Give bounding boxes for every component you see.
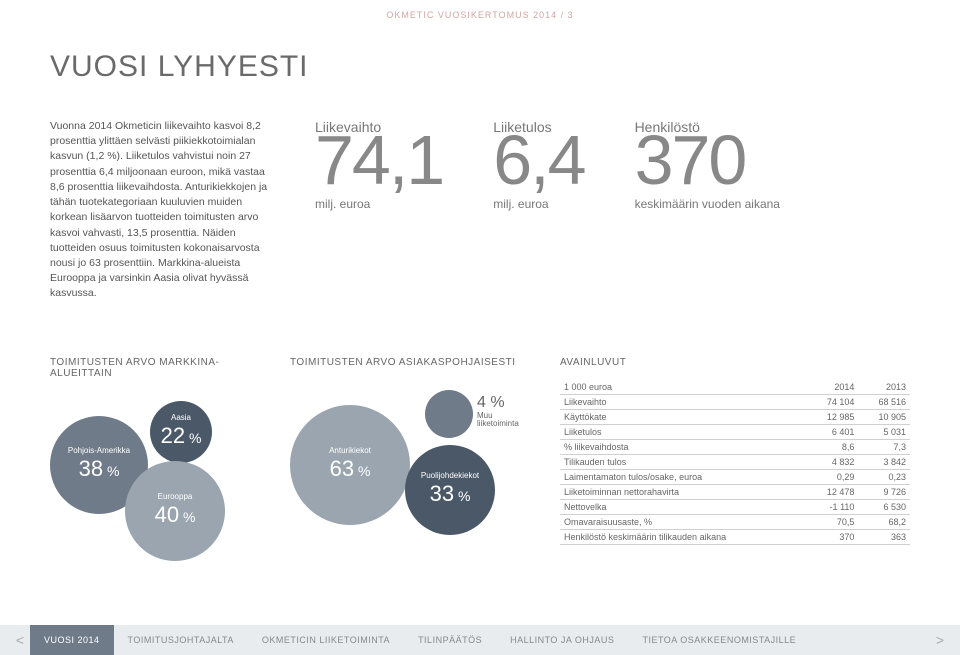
- nav-item[interactable]: TILINPÄÄTÖS: [404, 625, 496, 655]
- bubble-semi: Puolijohdekiekot33 %: [405, 445, 495, 535]
- nav-item[interactable]: HALLINTO JA OHJAUS: [496, 625, 628, 655]
- page-header: OKMETIC VUOSIKERTOMUS 2014 / 3: [0, 0, 960, 20]
- table-cell: 12 985: [807, 409, 859, 424]
- table-cell: 6 530: [858, 499, 910, 514]
- table-cell: 68 516: [858, 394, 910, 409]
- bubble-asia: Aasia22 %: [150, 401, 212, 463]
- nav-item[interactable]: TOIMITUSJOHTAJALTA: [114, 625, 248, 655]
- table-cell: 70,5: [807, 514, 859, 529]
- table-cell: -1 110: [807, 499, 859, 514]
- table-row: Liikevaihto74 10468 516: [560, 394, 910, 409]
- table-cell: 5 031: [858, 424, 910, 439]
- table-cell: 9 726: [858, 484, 910, 499]
- metric-2: Henkilöstö370keskimäärin vuoden aikana: [635, 119, 780, 211]
- table-cell: Nettovelka: [560, 499, 807, 514]
- table-cell: Käyttökate: [560, 409, 807, 424]
- table-cell: Liiketoiminnan nettorahavirta: [560, 484, 807, 499]
- table-header: 1 000 euroa: [560, 380, 807, 395]
- table-cell: 68,2: [858, 514, 910, 529]
- page-title: VUOSI LYHYESTI: [50, 50, 910, 84]
- table-cell: 0,23: [858, 469, 910, 484]
- table-row: Omavaraisuusaste, %70,568,2: [560, 514, 910, 529]
- table-cell: 12 478: [807, 484, 859, 499]
- bubble-percent: 40 %: [155, 502, 196, 528]
- metric-value: 370: [635, 125, 780, 195]
- table-row: Liiketoiminnan nettorahavirta12 4789 726: [560, 484, 910, 499]
- table-cell: Tilikauden tulos: [560, 454, 807, 469]
- summary-paragraph: Vuonna 2014 Okmeticin liikevaihto kasvoi…: [50, 119, 280, 302]
- table-cell: 0,29: [807, 469, 859, 484]
- table-cell: Liikevaihto: [560, 394, 807, 409]
- table-cell: 74 104: [807, 394, 859, 409]
- table-cell: Liiketulos: [560, 424, 807, 439]
- key-figures-table: 1 000 euroa20142013Liikevaihto74 10468 5…: [560, 380, 910, 545]
- bubble-label: Aasia: [171, 414, 191, 423]
- metric-unit: keskimäärin vuoden aikana: [635, 197, 780, 211]
- metric-unit: milj. euroa: [493, 197, 584, 211]
- table-row: Liiketulos6 4015 031: [560, 424, 910, 439]
- nav-item[interactable]: OKMETICIN LIIKETOIMINTA: [248, 625, 404, 655]
- bubble-percent: 38 %: [79, 456, 120, 482]
- metric-0: Liikevaihto74,1milj. euroa: [315, 119, 443, 211]
- bubble-percent: 63 %: [330, 456, 371, 482]
- table-row: Käyttökate12 98510 905: [560, 409, 910, 424]
- table-row: % liikevaihdosta8,67,3: [560, 439, 910, 454]
- metric-value: 74,1: [315, 125, 443, 195]
- table-cell: 10 905: [858, 409, 910, 424]
- bubble-percent: 33 %: [430, 481, 471, 507]
- nav-item[interactable]: TIETOA OSAKKEENOMISTAJILLE: [628, 625, 810, 655]
- bubble-sensor: Anturikiekot63 %: [290, 405, 410, 525]
- table-cell: Laimentamaton tulos/osake, euroa: [560, 469, 807, 484]
- bubble-label-outside: 4 %Muuliiketoiminta: [477, 394, 519, 430]
- metric-unit: milj. euroa: [315, 197, 443, 211]
- table-cell: 4 832: [807, 454, 859, 469]
- bubble-label: Anturikiekot: [329, 447, 371, 456]
- metric-value: 6,4: [493, 125, 584, 195]
- table-row: Nettovelka-1 1106 530: [560, 499, 910, 514]
- table-title: AVAINLUVUT: [560, 357, 910, 368]
- metric-1: Liiketulos6,4milj. euroa: [493, 119, 584, 211]
- table-cell: Henkilöstö keskimäärin tilikauden aikana: [560, 529, 807, 544]
- table-header: 2014: [807, 380, 859, 395]
- bubble-europe: Eurooppa40 %: [125, 461, 225, 561]
- table-row: Henkilöstö keskimäärin tilikauden aikana…: [560, 529, 910, 544]
- table-cell: 370: [807, 529, 859, 544]
- bubble-other: [425, 390, 473, 438]
- table-cell: Omavaraisuusaste, %: [560, 514, 807, 529]
- table-row: Tilikauden tulos4 8323 842: [560, 454, 910, 469]
- table-cell: 8,6: [807, 439, 859, 454]
- nav-next[interactable]: >: [930, 632, 950, 648]
- regions-title: TOIMITUSTEN ARVO MARKKINA-ALUEITTAIN: [50, 357, 260, 379]
- bubble-label: Puolijohdekiekot: [421, 472, 479, 481]
- customers-bubbles: Anturikiekot63 %4 %MuuliiketoimintaPuoli…: [290, 380, 510, 540]
- table-cell: % liikevaihdosta: [560, 439, 807, 454]
- table-cell: 3 842: [858, 454, 910, 469]
- table-cell: 7,3: [858, 439, 910, 454]
- table-row: Laimentamaton tulos/osake, euroa0,290,23: [560, 469, 910, 484]
- table-cell: 6 401: [807, 424, 859, 439]
- bubble-label: Eurooppa: [158, 493, 193, 502]
- table-header: 2013: [858, 380, 910, 395]
- nav-bar: < VUOSI 2014TOIMITUSJOHTAJALTAOKMETICIN …: [0, 625, 960, 655]
- bubble-label: Pohjois-Amerikka: [68, 447, 130, 456]
- bubble-percent: 22 %: [161, 423, 202, 449]
- customers-title: TOIMITUSTEN ARVO ASIAKASPOHJAISESTI: [290, 357, 530, 368]
- table-cell: 363: [858, 529, 910, 544]
- nav-prev[interactable]: <: [10, 632, 30, 648]
- nav-item[interactable]: VUOSI 2014: [30, 625, 114, 655]
